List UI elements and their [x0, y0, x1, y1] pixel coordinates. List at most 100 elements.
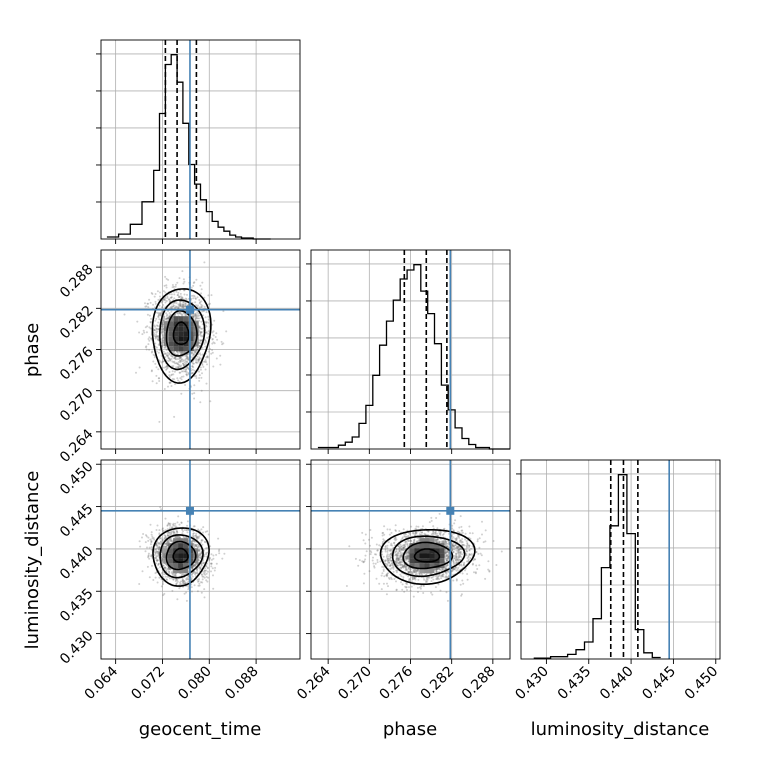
sample-point	[405, 536, 408, 539]
sample-point	[167, 278, 170, 281]
density-cell	[178, 543, 184, 549]
sample-point	[404, 533, 407, 536]
sample-point	[163, 538, 166, 541]
sample-point	[211, 351, 214, 354]
sample-point	[400, 575, 403, 578]
sample-point	[434, 539, 437, 542]
sample-point	[168, 531, 171, 534]
sample-point	[184, 297, 187, 300]
density-cell	[173, 336, 179, 342]
sample-point	[445, 557, 448, 560]
sample-point	[200, 288, 203, 291]
sample-point	[170, 530, 173, 533]
sample-point	[147, 343, 150, 346]
sample-point	[179, 304, 182, 307]
sample-point	[161, 323, 164, 326]
sample-point	[440, 540, 443, 543]
sample-point	[193, 525, 196, 528]
sample-point	[459, 583, 462, 586]
sample-point	[443, 527, 446, 530]
sample-point	[166, 534, 169, 537]
sample-point	[165, 315, 168, 317]
sample-point	[205, 565, 208, 568]
sample-point	[194, 350, 197, 353]
sample-point	[407, 571, 410, 574]
sample-point	[210, 553, 213, 556]
sample-point	[452, 544, 455, 547]
sample-point	[164, 299, 167, 302]
sample-point	[180, 521, 183, 524]
sample-point	[203, 339, 206, 342]
sample-point	[194, 319, 197, 322]
sample-point	[157, 336, 160, 339]
sample-point	[195, 317, 198, 320]
sample-point	[435, 517, 438, 519]
sample-point	[445, 565, 448, 567]
sample-point	[165, 277, 168, 280]
sample-point	[391, 563, 394, 566]
sample-point	[173, 573, 176, 576]
histogram-step-luminosity_distance	[533, 474, 661, 659]
sample-point	[197, 537, 200, 540]
sample-point	[167, 355, 169, 358]
sample-point	[201, 575, 204, 578]
sample-point	[364, 542, 367, 545]
sample-point	[156, 338, 159, 341]
sample-point	[187, 358, 190, 361]
sample-point	[386, 557, 389, 560]
sample-point	[195, 532, 198, 535]
sample-point	[193, 349, 196, 352]
sample-point	[200, 541, 202, 544]
sample-point	[395, 548, 398, 550]
sample-point	[160, 301, 163, 304]
truth-marker	[185, 506, 194, 515]
sample-point	[199, 566, 202, 569]
sample-point	[206, 570, 209, 573]
sample-point	[180, 358, 183, 361]
sample-point	[447, 551, 450, 554]
sample-point	[401, 566, 404, 568]
sample-point	[386, 549, 389, 552]
sample-point	[198, 552, 201, 555]
sample-point	[427, 530, 430, 533]
sample-point	[138, 583, 141, 585]
sample-point	[186, 356, 189, 358]
sample-point	[162, 298, 165, 301]
sample-point	[171, 572, 174, 575]
sample-point	[163, 346, 166, 349]
sample-point	[155, 374, 158, 377]
sample-point	[165, 286, 168, 289]
sample-point	[181, 351, 184, 354]
sample-point	[161, 539, 164, 542]
sample-point	[169, 524, 172, 527]
density-cell	[178, 331, 184, 337]
sample-point	[406, 557, 409, 560]
sample-point	[178, 587, 181, 590]
sample-point	[154, 329, 157, 332]
sample-point	[201, 327, 203, 330]
sample-point	[200, 563, 203, 566]
sample-point	[185, 360, 188, 363]
sample-point	[204, 359, 207, 362]
sample-point	[220, 340, 223, 343]
sample-point	[181, 270, 184, 273]
sample-point	[406, 552, 409, 555]
sample-point	[173, 531, 176, 534]
sample-point	[145, 534, 147, 537]
sample-point	[466, 542, 469, 545]
sample-point	[199, 557, 202, 559]
sample-point	[179, 312, 182, 315]
sample-point	[403, 546, 405, 549]
sample-point	[184, 303, 187, 306]
sample-point	[175, 362, 178, 365]
sample-point	[164, 575, 167, 578]
sample-point	[438, 568, 441, 571]
sample-point	[196, 361, 199, 364]
sample-point	[400, 548, 403, 551]
sample-point	[158, 318, 161, 321]
sample-point	[223, 552, 226, 555]
sample-point	[169, 299, 172, 302]
sample-point	[154, 293, 157, 295]
sample-point	[395, 589, 398, 592]
sample-point	[158, 532, 161, 535]
